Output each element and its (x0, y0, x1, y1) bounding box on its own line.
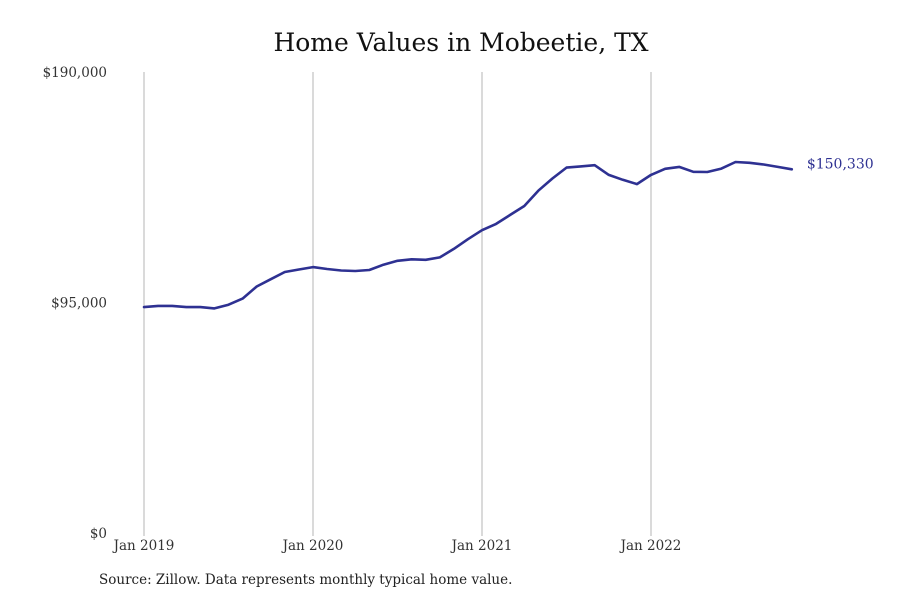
end-value-label: $150,330 (807, 156, 874, 172)
source-note: Source: Zillow. Data represents monthly … (99, 572, 513, 588)
series-line (142, 160, 794, 310)
x-tick-label: Jan 2022 (619, 538, 682, 554)
x-tick-label: Jan 2020 (281, 538, 344, 554)
y-tick-label: $190,000 (43, 65, 107, 81)
y-tick-label: $95,000 (51, 296, 107, 312)
x-tick-label: Jan 2021 (450, 538, 513, 554)
chart-title: Home Values in Mobeetie, TX (273, 28, 648, 57)
x-axis-tick-labels: Jan 2019 Jan 2020 Jan 2021 Jan 2022 (112, 538, 682, 554)
y-axis-tick-labels: $0 $95,000 $190,000 (43, 65, 107, 542)
x-tick-label: Jan 2019 (112, 538, 175, 554)
series-layer (142, 160, 794, 310)
y-tick-label: $0 (90, 526, 107, 542)
x-gridlines (143, 72, 652, 536)
